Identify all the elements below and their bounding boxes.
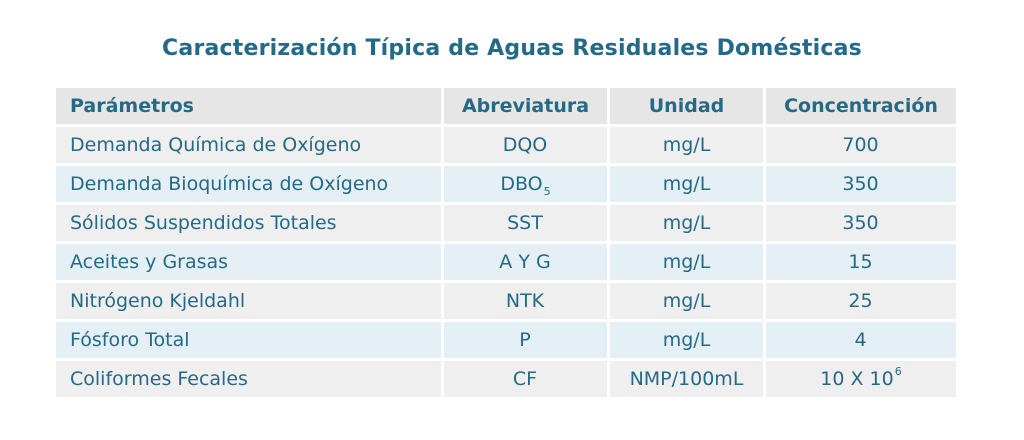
cell-unidad: mg/L [610,205,766,244]
cell-unidad: mg/L [610,244,766,283]
table-title: Caracterización Típica de Aguas Residual… [162,36,862,61]
cell-parametro: Fósforo Total [56,322,444,361]
cell-abreviatura: P [444,322,610,361]
cell-abreviatura: SST [444,205,610,244]
cell-concentracion: 350 [766,166,956,205]
cell-concentracion: 25 [766,283,956,322]
cell-concentracion: 700 [766,127,956,166]
header-unidad: Unidad [610,88,766,127]
cell-abreviatura: NTK [444,283,610,322]
cell-unidad: NMP/100mL [610,361,766,400]
cell-abreviatura: DBO 5 [444,166,610,205]
cell-unidad: mg/L [610,322,766,361]
cell-parametro: Sólidos Suspendidos Totales [56,205,444,244]
cell-unidad: mg/L [610,166,766,205]
cell-unidad: mg/L [610,283,766,322]
cell-parametro: Coliformes Fecales [56,361,444,400]
cell-concentracion: 4 [766,322,956,361]
header-concentracion: Concentración [766,88,956,127]
cell-concentracion: 15 [766,244,956,283]
cell-parametro: Aceites y Grasas [56,244,444,283]
cell-abreviatura: DQO [444,127,610,166]
cell-abreviatura: CF [444,361,610,400]
cell-parametro: Demanda Química de Oxígeno [56,127,444,166]
cell-parametro: Nitrógeno Kjeldahl [56,283,444,322]
header-parametros: Parámetros [56,88,444,127]
header-abreviatura: Abreviatura [444,88,610,127]
cell-abreviatura: A Y G [444,244,610,283]
cell-unidad: mg/L [610,127,766,166]
cell-concentracion: 10 X 10 6 [766,361,956,400]
cell-concentracion: 350 [766,205,956,244]
cell-parametro: Demanda Bioquímica de Oxígeno [56,166,444,205]
wastewater-table: Parámetros Abreviatura Unidad Concentrac… [56,88,956,400]
